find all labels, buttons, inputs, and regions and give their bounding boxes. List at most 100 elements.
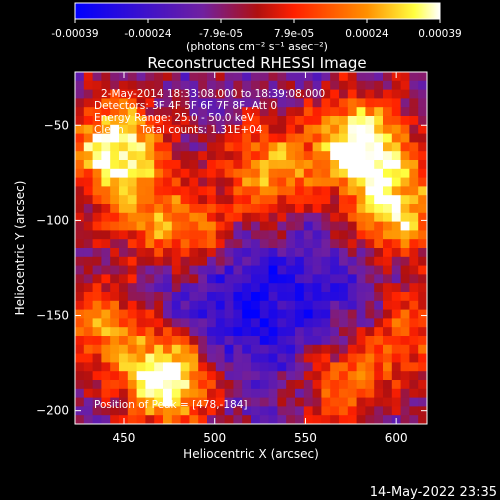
heatmap-cell — [154, 397, 164, 407]
heatmap-cell — [365, 142, 375, 152]
heatmap-cell — [418, 72, 427, 82]
heatmap-cell — [92, 72, 102, 82]
heatmap-cell — [180, 204, 190, 214]
heatmap-cell — [189, 283, 199, 293]
heatmap-cell — [215, 80, 225, 90]
heatmap-cell — [277, 371, 287, 381]
heatmap-cell — [251, 248, 261, 258]
peak-position-label: Position of Peak = [478,-184] — [94, 399, 248, 411]
heatmap-cell — [303, 406, 313, 416]
heatmap-cell — [312, 344, 322, 354]
heatmap-cell — [418, 371, 427, 381]
heatmap-cell — [207, 195, 217, 205]
heatmap-cell — [259, 265, 269, 275]
heatmap-cell — [189, 195, 199, 205]
heatmap-cell — [224, 318, 234, 328]
heatmap-cell — [383, 380, 393, 390]
heatmap-cell — [374, 292, 384, 302]
heatmap-cell — [92, 89, 102, 99]
heatmap-cell — [312, 89, 322, 99]
heatmap-cell — [163, 274, 173, 284]
heatmap-cell — [356, 380, 366, 390]
heatmap-cell — [83, 292, 93, 302]
heatmap-cell — [215, 309, 225, 319]
heatmap-cell — [136, 397, 146, 407]
heatmap-cell — [391, 89, 401, 99]
heatmap-cell — [171, 72, 181, 82]
heatmap-cell — [136, 72, 146, 82]
heatmap-cell — [330, 151, 340, 161]
heatmap-cell — [365, 353, 375, 363]
heatmap-cell — [171, 124, 181, 134]
heatmap-cell — [224, 362, 234, 372]
heatmap-cell — [136, 327, 146, 337]
heatmap-cell — [198, 124, 208, 134]
heatmap-cell — [119, 318, 129, 328]
heatmap-cell — [374, 344, 384, 354]
heatmap-cell — [365, 80, 375, 90]
heatmap-cell — [251, 124, 261, 134]
heatmap-cell — [233, 168, 243, 178]
heatmap-cell — [145, 292, 155, 302]
heatmap-cell — [110, 89, 120, 99]
heatmap-cell — [83, 195, 93, 205]
heatmap-cell — [145, 388, 155, 398]
heatmap-cell — [251, 274, 261, 284]
heatmap-cell — [391, 309, 401, 319]
heatmap-cell — [163, 177, 173, 187]
heatmap-cell — [215, 89, 225, 99]
heatmap-cell — [180, 212, 190, 222]
heatmap-cell — [347, 177, 357, 187]
heatmap-cell — [198, 362, 208, 372]
heatmap-cell — [163, 124, 173, 134]
heatmap-cell — [374, 160, 384, 170]
heatmap-cell — [383, 362, 393, 372]
heatmap-cell — [198, 186, 208, 196]
heatmap-cell — [83, 221, 93, 231]
heatmap-cell — [136, 124, 146, 134]
heatmap-cell — [295, 98, 305, 108]
heatmap-cell — [207, 212, 217, 222]
heatmap-cell — [119, 362, 129, 372]
heatmap-cell — [374, 151, 384, 161]
x-tick-label: 550 — [294, 431, 317, 445]
heatmap-cell — [286, 256, 296, 266]
heatmap-cell — [83, 151, 93, 161]
heatmap-cell — [171, 107, 181, 117]
heatmap-cell — [119, 230, 129, 240]
heatmap-cell — [303, 151, 313, 161]
heatmap-cell — [189, 160, 199, 170]
heatmap-cell — [145, 160, 155, 170]
heatmap-cell — [251, 283, 261, 293]
heatmap-cell — [418, 142, 427, 152]
heatmap-cell — [339, 124, 349, 134]
heatmap-cell — [259, 256, 269, 266]
heatmap-cell — [224, 116, 234, 126]
heatmap-cell — [356, 388, 366, 398]
heatmap-cell — [154, 168, 164, 178]
heatmap-cell — [224, 406, 234, 416]
heatmap-cell — [418, 415, 427, 424]
heatmap-cell — [136, 344, 146, 354]
heatmap-cell — [277, 98, 287, 108]
heatmap-cell — [374, 204, 384, 214]
heatmap-cell — [101, 212, 111, 222]
heatmap-cell — [215, 133, 225, 143]
heatmap-cell — [391, 80, 401, 90]
heatmap-cell — [286, 239, 296, 249]
heatmap-cell — [207, 397, 217, 407]
heatmap-cell — [101, 371, 111, 381]
heatmap-cell — [180, 397, 190, 407]
heatmap-cell — [259, 72, 269, 82]
heatmap-cell — [286, 177, 296, 187]
heatmap-cell — [312, 248, 322, 258]
heatmap-cell — [145, 362, 155, 372]
heatmap-cell — [391, 248, 401, 258]
colorbar-tick-label: -0.00024 — [124, 28, 172, 40]
heatmap-cell — [215, 212, 225, 222]
heatmap-cell — [286, 133, 296, 143]
heatmap-cell — [189, 292, 199, 302]
chart-title: Reconstructed RHESSI Image — [147, 54, 366, 72]
heatmap-cell — [189, 204, 199, 214]
heatmap-cell — [356, 160, 366, 170]
